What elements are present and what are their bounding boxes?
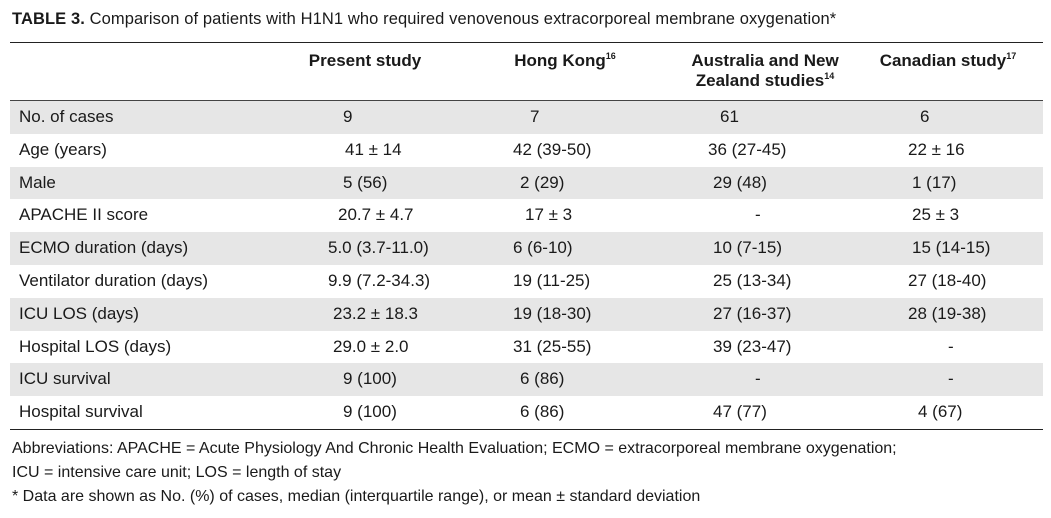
table-cell: 27 (18-40): [908, 270, 987, 290]
row-label: Hospital LOS (days): [19, 336, 172, 356]
row-label: Ventilator duration (days): [19, 270, 208, 290]
table-cell: 7: [530, 107, 540, 126]
comparison-table: Present study Hong Kong16 Australia and …: [10, 42, 1043, 430]
table-row: No. of cases 9 7 61 6: [10, 101, 1043, 134]
table-cell: 15 (14-15): [912, 238, 991, 258]
table-cell: 9 (100): [343, 402, 397, 422]
table-cell: -: [755, 205, 761, 225]
table-cell: 1 (17): [912, 172, 957, 192]
table-cell: 10 (7-15): [713, 238, 782, 258]
table-cell: 19 (18-30): [513, 303, 592, 323]
table-cell: 42 (39-50): [513, 139, 592, 159]
table-cell: 22 ± 16: [908, 139, 965, 159]
header-canadian-study: Canadian study17: [879, 51, 1017, 70]
table-row: Hospital survival 9 (100) 6 (86) 47 (77) 4 (…: [10, 396, 1043, 429]
row-label: No. of cases: [19, 107, 114, 126]
table-header-row: Present study Hong Kong16 Australia and …: [10, 43, 1043, 101]
table-row: ECMO duration (days) 5.0 (3.7-11.0) 6 (6-1…: [10, 232, 1043, 265]
table-cell: 6 (6-10): [513, 238, 573, 258]
table-cell: 47 (77): [713, 402, 767, 422]
table-cell: -: [948, 369, 954, 389]
abbreviations-line-1: Abbreviations: APACHE = Acute Physiology…: [12, 440, 897, 457]
row-label: Male: [19, 172, 56, 192]
table-cell: 5.0 (3.7-11.0): [328, 238, 429, 258]
row-label: ICU survival: [19, 369, 111, 389]
table-cell: 5 (56): [343, 172, 388, 192]
table-cell: 6 (86): [520, 369, 565, 389]
table-cell: -: [948, 336, 954, 356]
table-cell: 36 (27-45): [708, 139, 787, 159]
table-cell: 2 (29): [520, 172, 565, 192]
table-cell: 39 (23-47): [713, 336, 792, 356]
table-notes: Abbreviations: APACHE = Acute Physiology…: [12, 437, 897, 509]
row-label: ICU LOS (days): [19, 303, 139, 323]
table-cell: 28 (19-38): [908, 303, 987, 323]
table-cell: 27 (16-37): [713, 303, 792, 323]
data-footnote: * Data are shown as No. (%) of cases, me…: [12, 488, 701, 505]
row-label: Hospital survival: [19, 402, 143, 422]
table-cell: 61: [720, 107, 739, 126]
table-cell: 9 (100): [343, 369, 397, 389]
table-cell: 9: [343, 107, 353, 126]
table-cell: 9.9 (7.2-34.3): [328, 270, 431, 290]
table-caption: TABLE 3. Comparison of patients with H1N…: [12, 10, 836, 29]
table-cell: 25 ± 3: [912, 205, 960, 225]
table-row: ICU survival 9 (100) 6 (86) - -: [10, 363, 1043, 397]
header-hong-kong: Hong Kong16: [514, 51, 616, 70]
table-cell: 19 (11-25): [513, 270, 591, 290]
table-cell: 23.2 ± 18.3: [333, 303, 418, 323]
table-cell: 29.0 ± 2.0: [333, 336, 409, 356]
table-cell: 6: [920, 107, 930, 126]
row-label: ECMO duration (days): [19, 238, 189, 258]
table-cell: 17 ± 3: [525, 205, 573, 225]
abbreviations-line-2: ICU = intensive care unit; LOS = length …: [12, 464, 342, 481]
table-label: TABLE 3.: [12, 10, 85, 28]
table-cell: 29 (48): [713, 172, 767, 192]
header-present-study: Present study: [308, 51, 422, 70]
table-cell: 25 (13-34): [713, 270, 792, 290]
table-row: Male 5 (56) 2 (29) 29 (48) 1 (17): [10, 166, 1043, 200]
table-cell: 20.7 ± 4.7: [338, 205, 414, 225]
table-cell: 41 ± 14: [345, 139, 402, 159]
table-row: Ventilator duration (days) 9.9 (7.2-34.3)…: [10, 265, 1043, 298]
table-title: Comparison of patients with H1N1 who req…: [89, 10, 837, 28]
table-row: Hospital LOS (days) 29.0 ± 2.0 31 (25-55) 3…: [10, 331, 1043, 364]
row-label: APACHE II score: [19, 205, 149, 225]
table-row: APACHE II score 20.7 ± 4.7 17 ± 3 - 25 ± 3: [10, 199, 1043, 232]
table-cell: 4 (67): [918, 402, 963, 422]
row-label: Age (years): [19, 139, 107, 159]
table-cell: -: [755, 369, 761, 389]
header-australia-nz: Australia and New Zealand studies14: [691, 51, 839, 90]
table-row: Age (years) 41 ± 14 42 (39-50) 36 (27-45) 22…: [10, 134, 1043, 167]
table-row: ICU LOS (days) 23.2 ± 18.3 19 (18-30) 27 (1…: [10, 297, 1043, 331]
table-cell: 6 (86): [520, 402, 565, 422]
table-cell: 31 (25-55): [513, 336, 592, 356]
table-body: No. of cases 9 7 61 6 Age (years) 41 ± 14 42 (3…: [10, 101, 1043, 429]
